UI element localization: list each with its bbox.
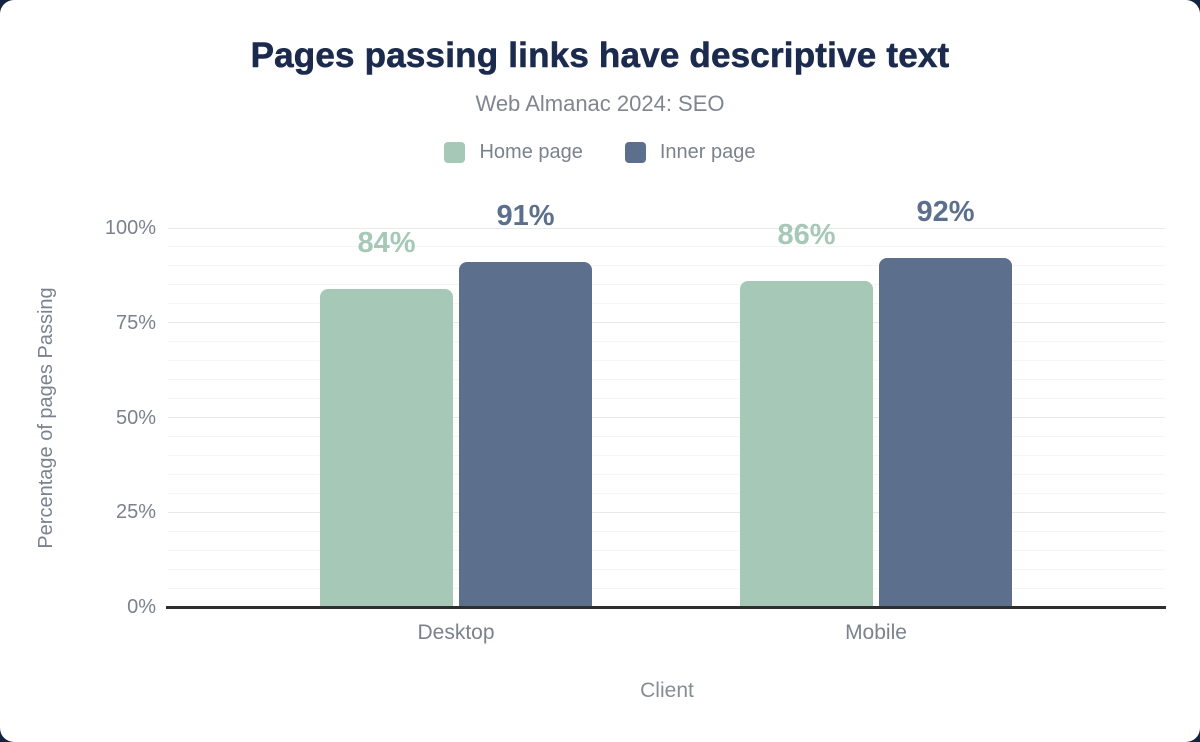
- legend-item-inner-page[interactable]: Inner page: [624, 141, 756, 164]
- plot-area: 84% 91% 86% 92%: [168, 196, 1165, 607]
- minor-gridline: [168, 473, 1165, 475]
- minor-gridline: [168, 246, 1165, 248]
- x-category-label-desktop: Desktop: [417, 621, 495, 644]
- minor-gridline: [168, 284, 1165, 286]
- y-tick-label: 25%: [115, 501, 156, 524]
- minor-gridline: [168, 492, 1165, 494]
- minor-gridline: [168, 265, 1165, 267]
- minor-gridline: [168, 341, 1165, 343]
- bar-mobile-inner-page: [879, 258, 1012, 607]
- x-axis-baseline: [166, 606, 1166, 609]
- major-gridline: [168, 322, 1165, 324]
- legend-item-label: Inner page: [659, 141, 756, 163]
- minor-gridline: [168, 530, 1165, 532]
- y-tick-label: 75%: [115, 311, 156, 334]
- minor-gridline: [168, 379, 1165, 381]
- y-tick-label: 0%: [127, 596, 156, 618]
- bar-desktop-home-page: [320, 288, 453, 607]
- bar-data-label: 91%: [496, 200, 555, 233]
- bar-data-label: 84%: [357, 226, 416, 259]
- major-gridline: [168, 227, 1165, 229]
- legend-swatch-icon: [624, 142, 646, 163]
- legend-item-label: Home page: [479, 141, 583, 163]
- chart-title: Pages passing links have descriptive tex…: [250, 36, 950, 76]
- minor-gridline: [168, 303, 1165, 305]
- bar-data-label: 86%: [777, 219, 836, 252]
- minor-gridline: [168, 587, 1165, 589]
- x-category-label-mobile: Mobile: [845, 621, 907, 644]
- minor-gridline: [168, 435, 1165, 437]
- bar-data-label: 92%: [916, 196, 975, 229]
- legend-item-home-page[interactable]: Home page: [444, 141, 583, 164]
- y-tick-label: 50%: [115, 406, 156, 429]
- major-gridline: [168, 417, 1165, 418]
- legend-swatch-icon: [444, 142, 466, 163]
- y-tick-label: 100%: [104, 217, 156, 239]
- minor-gridline: [168, 568, 1165, 570]
- major-gridline: [168, 511, 1165, 513]
- legend: Home page Inner page: [0, 141, 1200, 164]
- minor-gridline: [168, 360, 1165, 362]
- minor-gridline: [168, 454, 1165, 456]
- bar-desktop-inner-page: [459, 262, 592, 607]
- x-axis-title: Client: [640, 679, 694, 702]
- minor-gridline: [168, 549, 1165, 551]
- chart-subtitle: Web Almanac 2024: SEO: [475, 91, 725, 116]
- bar-mobile-home-page: [740, 281, 873, 607]
- minor-gridline: [168, 398, 1165, 400]
